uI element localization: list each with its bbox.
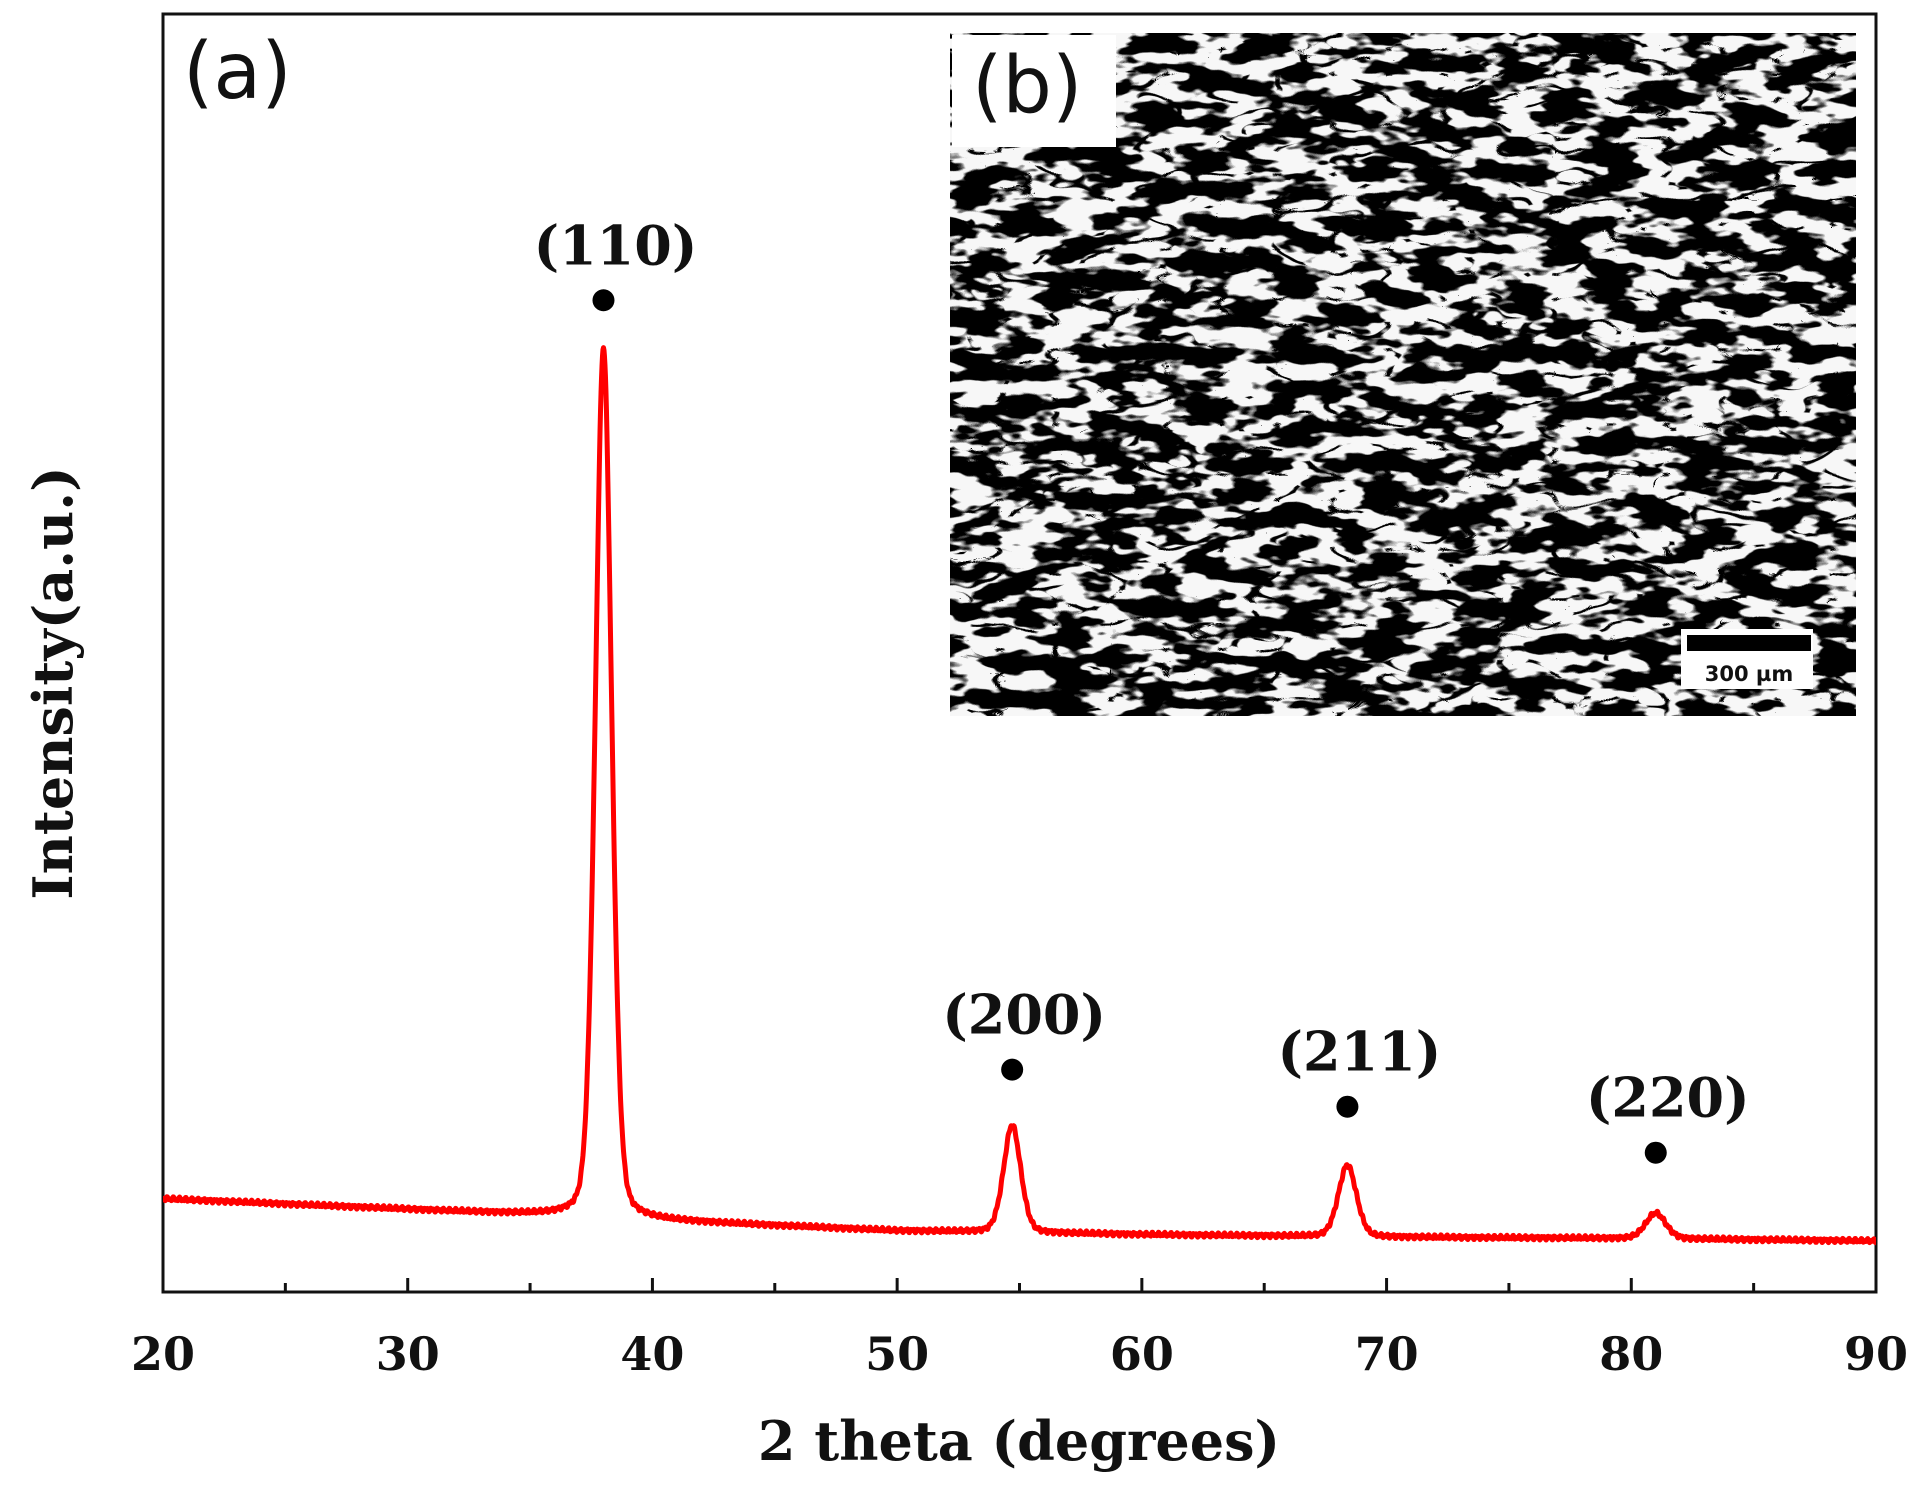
peak-index-label: (200) (942, 983, 1106, 1047)
x-tick-label: 40 (620, 1327, 684, 1381)
peak-index-label: (110) (534, 213, 698, 277)
x-tick-label: 90 (1844, 1327, 1908, 1381)
x-axis-ticks: 20 30 40 50 60 70 80 90 (131, 1278, 1908, 1381)
x-tick-label: 20 (131, 1327, 195, 1381)
peak-marker-dot (1644, 1141, 1667, 1164)
x-tick-label: 80 (1599, 1327, 1663, 1381)
x-tick-label: 60 (1110, 1327, 1174, 1381)
peak-index-label: (220) (1586, 1066, 1750, 1130)
scale-bar-label: 300 µm (1705, 662, 1793, 686)
peak-marker-dot (1336, 1095, 1359, 1118)
x-tick-label: 70 (1355, 1327, 1419, 1381)
peak-index-label: (211) (1278, 1020, 1442, 1084)
scale-bar (1687, 635, 1811, 651)
peak-marker-dot (592, 289, 615, 312)
panel-label-a: (a) (183, 27, 292, 117)
x-axis-title: 2 theta (degrees) (758, 1409, 1280, 1473)
series-group (163, 345, 1876, 1246)
peak-marker-dot (1001, 1058, 1024, 1081)
peak-annotations: (110) (200) (211) (220) (534, 213, 1750, 1164)
inset-label-backdrop (952, 35, 1116, 147)
x-tick-label: 30 (376, 1327, 440, 1381)
xrd-pattern-line (163, 345, 1876, 1246)
panel-label-b: (b) (972, 41, 1082, 131)
y-axis-title: Intensity(a.u.) (21, 466, 85, 899)
x-tick-label: 50 (865, 1327, 929, 1381)
inset-micrograph: 300 µm (950, 33, 1856, 716)
